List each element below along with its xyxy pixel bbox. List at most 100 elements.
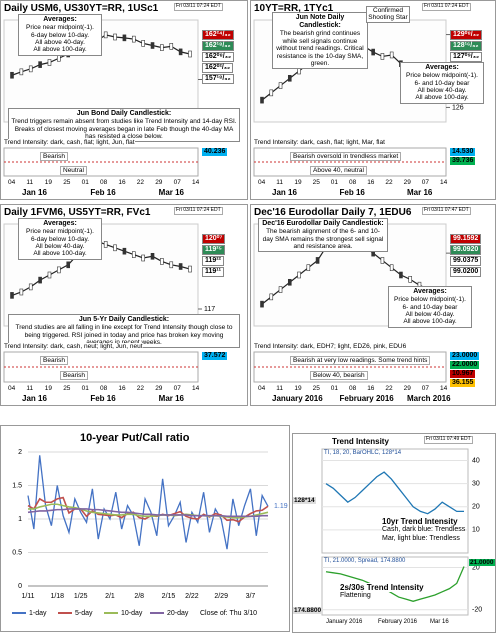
averages-title: Averages: [43,220,77,227]
x-tick-label: 11 [276,179,283,186]
note-text: Trend studies are all falling in line ex… [15,324,233,346]
month-label: Jan 16 [22,394,47,403]
candle [47,271,52,279]
candle [122,34,127,42]
candle [188,50,192,58]
sub-label: 10yr Trend Intensity [382,517,458,527]
x-tick-label: 25 [312,179,320,186]
averages-line: All above 40-day. [35,38,85,46]
candle [38,61,42,68]
callout: Confirmed Shooting Star [366,6,410,23]
x-tick-label: 08 [349,179,357,186]
x-tick-label: 22 [136,179,145,186]
lower-label: Bearish [60,371,89,381]
timestamp: Fri 03/11 07:24 EDT [174,3,223,11]
y-tick-label: -20 [472,607,482,614]
averages-box: Averages: Price below midpoint(-1). 6- and… [388,286,472,328]
x-tick-label: 07 [421,179,430,186]
lower-label: Bearish at very low readings. Some trend… [290,356,431,366]
candle [278,286,283,293]
x-tick-label: 16 [118,179,126,186]
candle [131,251,136,258]
price-label: 174.8800 [293,607,323,615]
x-tick-label: 08 [100,179,108,186]
x-tick-label: 04 [258,179,266,186]
x-tick-label: 01 [81,179,89,186]
averages-line: 6-day below 10-day. [30,235,90,243]
x-tick-label: 19 [44,385,53,392]
price-label: 127⁰⁹/₃₂ [450,52,483,63]
x-tick-label: 08 [100,385,108,392]
x-tick-label: 16 [367,179,375,186]
lower-label: Bearish oversold in trendless market [290,152,402,162]
candle [297,271,301,279]
candle [269,293,274,301]
averages-line: Price below midpoint(-1). [406,72,478,80]
averages-line: Price below midpoint(-1). [394,296,466,304]
month-label: Mar 16 [158,188,185,197]
candle [315,257,320,264]
x-tick-label: 19 [294,385,302,392]
month-label: Feb 16 [339,188,365,197]
legend-label: 20-day [167,610,189,617]
candle [57,266,61,274]
candle [141,254,145,262]
sub-label: Cash, dark blue: Trendless [382,526,466,535]
note-title: Dec'16 Eurodollar Daily Candlestick: [262,220,384,227]
candle [389,51,394,59]
candle [389,264,394,272]
price-label: 119²⁵ [202,245,225,256]
lower-title: Trend Intensity: dark, cash, flat; light… [254,139,385,147]
footnote: Close of: Thu 3/10 [200,610,257,617]
averages-title: Averages: [425,64,459,71]
x-tick-label: 01 [330,385,339,392]
series-line [27,496,269,523]
candle [113,244,117,252]
averages-title: Averages: [43,16,77,23]
x-tick-label: 04 [8,385,16,392]
x-tick-label: 29 [155,179,163,186]
y-tick-label: 30 [472,481,480,488]
candle [28,65,33,73]
x-tick-label: 04 [258,385,266,392]
month-label: February 2016 [339,394,394,403]
x-tick-label: 08 [349,385,357,392]
y-tick-label: 10 [472,527,480,534]
lower-value: 22.0000 [450,361,480,370]
candle [178,263,183,270]
averages-line: All above 100-day. [403,318,457,326]
candle [371,48,375,56]
chart-frame [0,425,290,632]
averages-line: All below 40-day. [417,86,467,94]
month-label: Feb 16 [90,394,116,403]
y-tick-label: 40 [472,457,480,464]
lower-label: Bearish [40,356,69,366]
y-tick-label: 1.5 [12,482,22,489]
x-tick-label: 11 [26,385,34,392]
x-tick-label: 16 [367,385,375,392]
averages-line: All below 40-day. [35,242,85,250]
candle [287,74,292,82]
x-tick-label: 14 [440,179,448,186]
lower-label: Below 40, bearish [310,371,368,381]
candle [287,278,292,286]
averages-line: Price near midpoint(-1). [26,24,94,32]
chart-title: 10-year Put/Call ratio [80,432,190,444]
candle [103,241,108,248]
y-tick-label: 0 [18,583,22,590]
averages-box: Averages: Price near midpoint(-1). 6-day b… [18,14,102,56]
candle [113,33,117,41]
price-label: 99.0920 [450,245,482,256]
note-text: The bearish grind continues while sell s… [276,30,364,67]
candle [260,96,264,104]
lower-title: Trend Intensity: dark, cash, flat; light… [4,139,135,147]
x-tick-label: 14 [192,385,200,392]
candle [408,276,413,283]
averages-line: 6- and 10-day bear [414,79,470,87]
lower-value: 36.155 [450,379,476,388]
price-label: 162²⁴/₃₂ [202,30,234,41]
sub-label: Flattening [340,592,371,601]
x-tick-label: 29 [403,179,411,186]
y-tick-label: 20 [472,564,480,571]
price-label: 162⁰⁸/₃₂ [202,52,235,63]
